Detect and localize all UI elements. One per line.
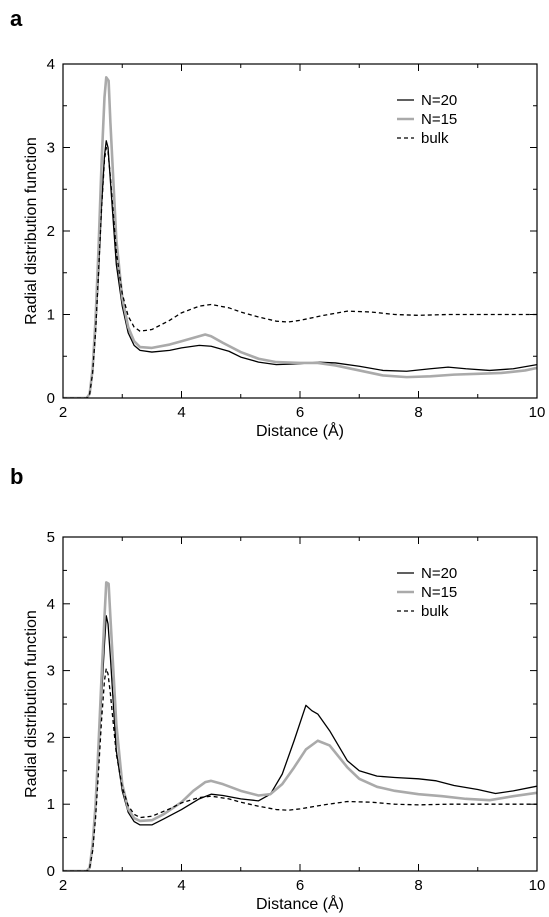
series-line-bulk [63,667,537,871]
panel-letter: a [10,6,23,31]
legend: N=20 N=15 bulk [397,565,457,620]
x-tick-label: 6 [296,404,304,421]
plot-frame [62,63,538,399]
panel-letter: b [10,464,24,489]
y-tick-label: 2 [47,729,55,746]
legend-label: bulk [421,603,449,620]
legend-label: N=15 [421,111,457,128]
x-tick-label: 2 [59,877,67,894]
y-tick-label: 1 [47,307,55,324]
x-tick-label: 6 [296,877,304,894]
x-tick-label: 8 [414,404,422,421]
series-line-n20 [63,615,537,871]
legend: N=20 N=15 bulk [397,92,457,147]
y-tick-label: 3 [47,140,55,157]
x-tick-label: 4 [177,404,185,421]
panel-a: a 2 4 6 8 10 0 1 2 3 4 Distance (Å) Radial distribu… [0,0,549,458]
series-line-bulk [63,146,537,398]
series-line-n15 [63,76,537,398]
plot-area [63,581,537,871]
y-axis-label: Radial distribution function [23,610,40,798]
y-tick-label: 5 [47,529,55,546]
series-line-n15 [63,581,537,871]
plot-area [63,76,537,398]
x-tick-label: 8 [414,877,422,894]
panel-b: b 2 4 6 8 10 0 1 2 3 4 5 Distance (Å) Radial distrib… [0,458,549,916]
x-tick-label: 2 [59,404,67,421]
x-tick-label: 10 [529,877,546,894]
x-axis-label: Distance (Å) [256,894,344,913]
y-axis-label: Radial distribution function [23,137,40,325]
x-tick-label: 4 [177,877,185,894]
legend-label: N=20 [421,92,457,109]
y-tick-label: 4 [47,56,55,73]
series-line-n20 [63,140,537,398]
y-tick-label: 0 [47,390,55,407]
x-axis-label: Distance (Å) [256,421,344,440]
y-tick-label: 1 [47,796,55,813]
y-tick-label: 4 [47,596,55,613]
y-tick-label: 0 [47,863,55,880]
legend-label: N=20 [421,565,457,582]
rdf-chart-a: 2 4 6 8 10 0 1 2 3 4 Distance (Å) Radial distributi… [23,56,546,440]
legend-label: N=15 [421,584,457,601]
y-tick-label: 2 [47,223,55,240]
x-tick-label: 10 [529,404,546,421]
legend-label: bulk [421,130,449,147]
y-tick-label: 3 [47,663,55,680]
rdf-chart-b: 2 4 6 8 10 0 1 2 3 4 5 Distance (Å) Radial distribut… [23,529,546,913]
